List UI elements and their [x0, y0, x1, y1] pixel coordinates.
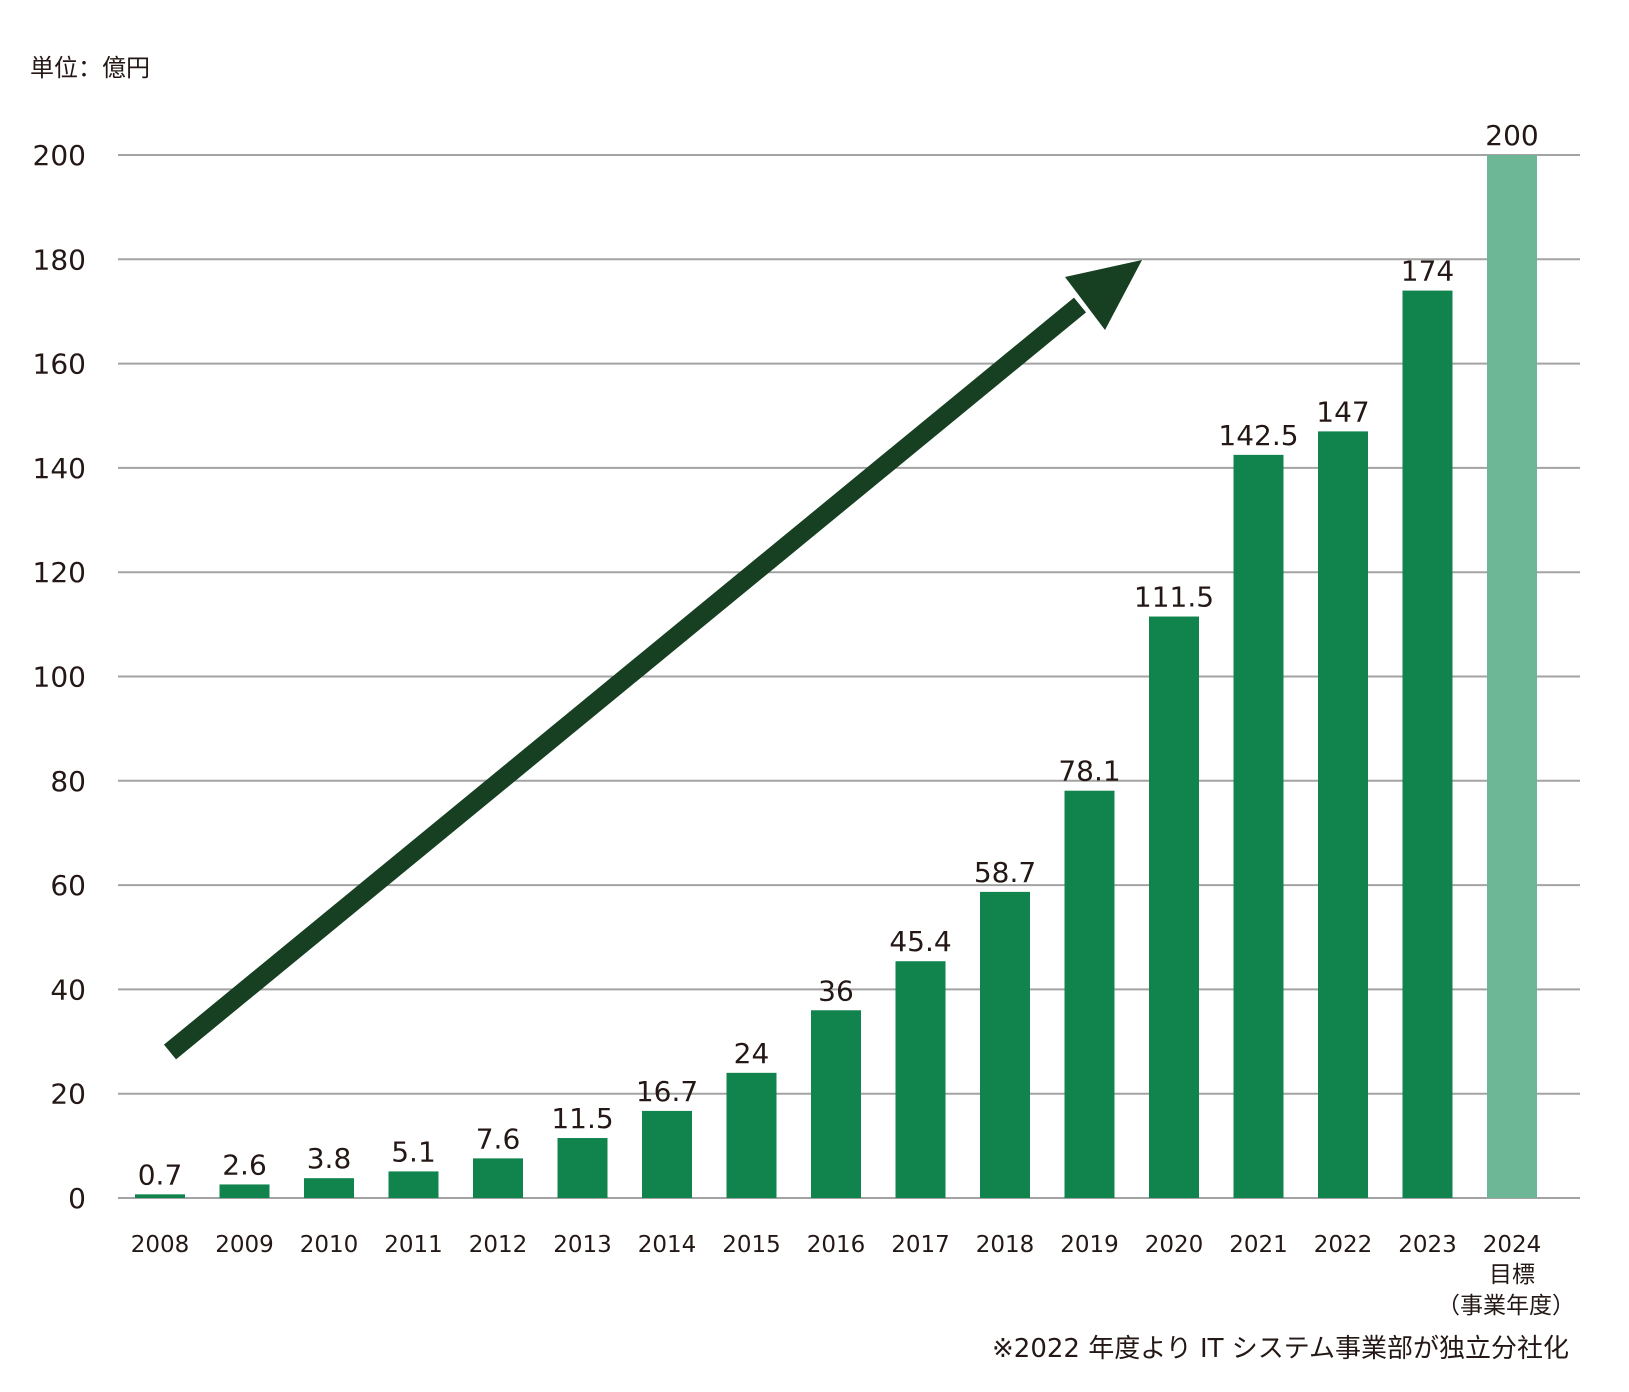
y-tick-label-140: 140 [33, 452, 86, 485]
value-label-2012: 7.6 [476, 1122, 521, 1155]
bar-2024 [1487, 155, 1537, 1198]
y-axis-ticks: 0 20 40 60 80 100 120 140 160 180 200 [33, 139, 86, 1215]
y-tick-label-100: 100 [33, 661, 86, 694]
y-tick-label-20: 20 [50, 1078, 86, 1111]
bar-2019 [1064, 790, 1115, 1198]
bar-2018 [980, 891, 1030, 1198]
bar-2011 [388, 1171, 439, 1198]
bar-2016 [811, 1010, 861, 1198]
y-tick-label-160: 160 [33, 348, 86, 381]
bar-2015 [726, 1072, 777, 1198]
arrow-shaft [163, 297, 1087, 1060]
bar-2020 [1149, 616, 1199, 1198]
x-tick-label-2012: 2012 [469, 1232, 528, 1258]
bar-2023 [1402, 290, 1453, 1199]
value-label-2011: 5.1 [391, 1135, 436, 1168]
unit-label: 単位：億円 [30, 54, 150, 82]
x-tick-label-2023: 2023 [1398, 1232, 1457, 1258]
bar-2009 [219, 1184, 270, 1198]
value-label-2010: 3.8 [307, 1142, 352, 1175]
x-tick-sublabel-2024-0: 目標 [1489, 1262, 1535, 1288]
y-tick-label-180: 180 [33, 243, 86, 276]
bar-2022 [1318, 431, 1368, 1198]
value-label-2023: 174 [1401, 255, 1454, 288]
y-tick-label-0: 0 [68, 1182, 86, 1215]
bar-2010 [304, 1178, 354, 1198]
x-tick-label-2014: 2014 [638, 1232, 697, 1258]
y-tick-label-40: 40 [50, 973, 86, 1006]
x-tick-label-2024: 2024 [1483, 1232, 1542, 1258]
y-tick-label-120: 120 [33, 556, 86, 589]
x-tick-label-2011: 2011 [384, 1232, 443, 1258]
bar-2008 [135, 1194, 185, 1198]
bar-2017 [895, 961, 946, 1198]
x-tick-label-2020: 2020 [1145, 1232, 1204, 1258]
value-label-2008: 0.7 [138, 1158, 183, 1191]
x-tick-sublabel-2024-1: （事業年度） [1437, 1293, 1575, 1319]
value-label-2014: 16.7 [636, 1075, 698, 1108]
value-labels: 0.7 2.6 3.8 5.1 7.6 11.5 16.7 24 36 45.4 58.7 78.1 1… [138, 119, 1539, 1191]
x-tick-label-2010: 2010 [300, 1232, 359, 1258]
x-tick-label-2009: 2009 [215, 1232, 274, 1258]
value-label-2018: 58.7 [974, 856, 1036, 889]
value-label-2020: 111.5 [1134, 581, 1214, 614]
x-axis-ticks: 2008 2009 2010 2011 2012 2013 2014 2015 2016 2017… [131, 1232, 1575, 1319]
x-tick-label-2019: 2019 [1060, 1232, 1119, 1258]
x-tick-label-2018: 2018 [976, 1232, 1035, 1258]
trend-arrow [163, 260, 1142, 1060]
value-label-2015: 24 [734, 1037, 770, 1070]
value-label-2022: 147 [1316, 395, 1369, 428]
x-tick-label-2013: 2013 [553, 1232, 612, 1258]
y-tick-label-80: 80 [50, 765, 86, 798]
value-label-2017: 45.4 [889, 925, 951, 958]
y-tick-label-60: 60 [50, 869, 86, 902]
value-label-2016: 36 [818, 974, 854, 1007]
value-label-2019: 78.1 [1058, 755, 1120, 788]
x-tick-label-2017: 2017 [891, 1232, 950, 1258]
bar-2021 [1233, 454, 1284, 1198]
x-tick-label-2016: 2016 [807, 1232, 866, 1258]
value-label-2009: 2.6 [222, 1148, 267, 1181]
x-tick-label-2022: 2022 [1314, 1232, 1373, 1258]
value-label-2024: 200 [1485, 119, 1538, 152]
arrow-head [1065, 260, 1142, 330]
bar-2012 [473, 1158, 523, 1198]
bar-2014 [642, 1110, 692, 1198]
bar-2013 [557, 1138, 608, 1198]
x-tick-label-2015: 2015 [722, 1232, 781, 1258]
y-tick-label-200: 200 [33, 139, 86, 172]
x-tick-label-2008: 2008 [131, 1232, 190, 1258]
value-label-2021: 142.5 [1218, 419, 1298, 452]
bars [135, 155, 1537, 1199]
footnote: ※2022 年度より IT システム事業部が独立分社化 [992, 1334, 1569, 1364]
value-label-2013: 11.5 [551, 1102, 613, 1135]
x-tick-label-2021: 2021 [1229, 1232, 1288, 1258]
